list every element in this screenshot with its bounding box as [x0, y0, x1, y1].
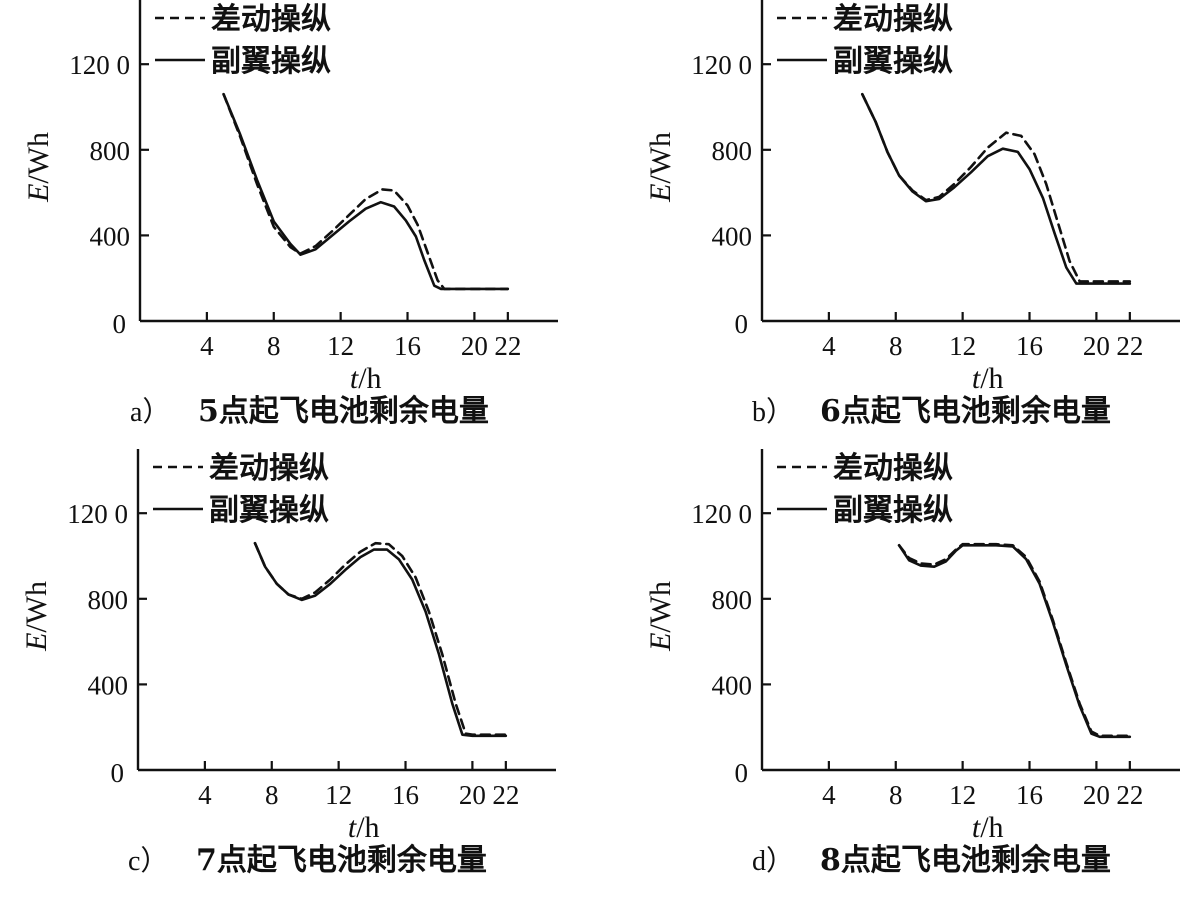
origin-label: 0 — [111, 758, 125, 788]
origin-label: 0 — [735, 758, 749, 788]
x-axis-title: t/h — [972, 811, 1004, 844]
y-tick-label: 120 0 — [67, 499, 128, 529]
legend-label-aileron: 副翼操纵 — [209, 493, 329, 528]
x-axis-variable: t — [972, 811, 981, 844]
y-tick-label: 400 — [88, 670, 129, 700]
x-tick-label: 16 — [1016, 780, 1043, 810]
y-tick-label: 120 0 — [691, 50, 752, 80]
x-axis-unit: /h — [980, 811, 1003, 844]
x-tick-label: 20 — [1083, 331, 1110, 361]
x-axis-title: t/h — [350, 362, 382, 395]
x-tick-label: 4 — [822, 780, 836, 810]
x-tick-label: 22 — [1116, 331, 1143, 361]
y-axis-title: E/Wh — [644, 581, 677, 652]
x-axis-title: t/h — [972, 362, 1004, 395]
x-axis-variable: t — [348, 811, 357, 844]
x-axis-unit: /h — [356, 811, 379, 844]
y-tick-label: 800 — [88, 585, 129, 615]
legend-label-differential: 差动操纵 — [833, 2, 953, 37]
origin-label: 0 — [113, 309, 127, 339]
x-tick-label: 20 — [1083, 780, 1110, 810]
y-axis-unit: /Wh — [644, 581, 677, 633]
y-axis-title: E/Wh — [644, 132, 677, 203]
y-axis-variable: E — [644, 633, 677, 652]
caption-label: a） — [130, 396, 170, 428]
series-differential-control-line — [253, 541, 508, 737]
x-tick-label: 12 — [949, 780, 976, 810]
x-tick-label: 4 — [198, 780, 212, 810]
series-differential-control-line — [222, 92, 510, 291]
x-tick-label: 12 — [327, 331, 354, 361]
y-axis-variable: E — [644, 184, 677, 203]
caption-text: 6点起飞电池剩余电量 — [820, 394, 1111, 429]
series-differential-control-line — [860, 92, 1132, 283]
x-tick-label: 4 — [200, 331, 214, 361]
x-axis-title: t/h — [348, 811, 380, 844]
y-tick-label: 800 — [712, 136, 753, 166]
series-aileron-control-line — [222, 92, 510, 291]
y-axis-unit: /Wh — [20, 581, 53, 633]
x-tick-label: 20 — [459, 780, 486, 810]
y-tick-label: 400 — [712, 221, 753, 251]
caption-label: b） — [752, 396, 794, 428]
x-tick-label: 8 — [889, 331, 903, 361]
series-differential-control-line — [897, 542, 1132, 738]
y-tick-label: 120 0 — [691, 499, 752, 529]
y-tick-label: 120 0 — [69, 50, 130, 80]
y-tick-label: 400 — [90, 221, 131, 251]
legend-label-differential: 差动操纵 — [211, 2, 331, 37]
y-axis-variable: E — [22, 184, 55, 203]
legend-label-aileron: 副翼操纵 — [211, 44, 331, 79]
y-axis-variable: E — [20, 633, 53, 652]
y-axis-title: E/Wh — [22, 132, 55, 203]
y-tick-label: 800 — [712, 585, 753, 615]
y-tick-label: 800 — [90, 136, 131, 166]
series-aileron-control-line — [860, 92, 1132, 285]
legend-label-differential: 差动操纵 — [209, 451, 329, 486]
x-tick-label: 20 — [461, 331, 488, 361]
series-aileron-control-line — [253, 541, 508, 738]
x-tick-label: 22 — [494, 331, 521, 361]
x-tick-label: 8 — [265, 780, 279, 810]
y-axis-unit: /Wh — [644, 132, 677, 184]
caption-text: 5点起飞电池剩余电量 — [198, 394, 489, 429]
caption-label: c） — [128, 845, 168, 877]
x-tick-label: 16 — [394, 331, 421, 361]
legend-label-differential: 差动操纵 — [833, 451, 953, 486]
series-aileron-control-line — [897, 543, 1132, 739]
x-tick-label: 12 — [325, 780, 352, 810]
legend-label-aileron: 副翼操纵 — [833, 44, 953, 79]
x-axis-unit: /h — [358, 362, 381, 395]
x-tick-label: 16 — [1016, 331, 1043, 361]
x-tick-label: 16 — [392, 780, 419, 810]
origin-label: 0 — [735, 309, 749, 339]
x-tick-label: 22 — [492, 780, 519, 810]
x-tick-label: 12 — [949, 331, 976, 361]
caption-label: d） — [752, 845, 794, 877]
x-axis-unit: /h — [980, 362, 1003, 395]
caption-text: 8点起飞电池剩余电量 — [820, 843, 1111, 878]
x-tick-label: 8 — [267, 331, 281, 361]
y-axis-unit: /Wh — [22, 132, 55, 184]
y-tick-label: 400 — [712, 670, 753, 700]
x-tick-label: 22 — [1116, 780, 1143, 810]
x-axis-variable: t — [350, 362, 359, 395]
x-tick-label: 4 — [822, 331, 836, 361]
legend-label-aileron: 副翼操纵 — [833, 493, 953, 528]
x-axis-variable: t — [972, 362, 981, 395]
y-axis-title: E/Wh — [20, 581, 53, 652]
x-tick-label: 8 — [889, 780, 903, 810]
caption-text: 7点起飞电池剩余电量 — [196, 843, 487, 878]
